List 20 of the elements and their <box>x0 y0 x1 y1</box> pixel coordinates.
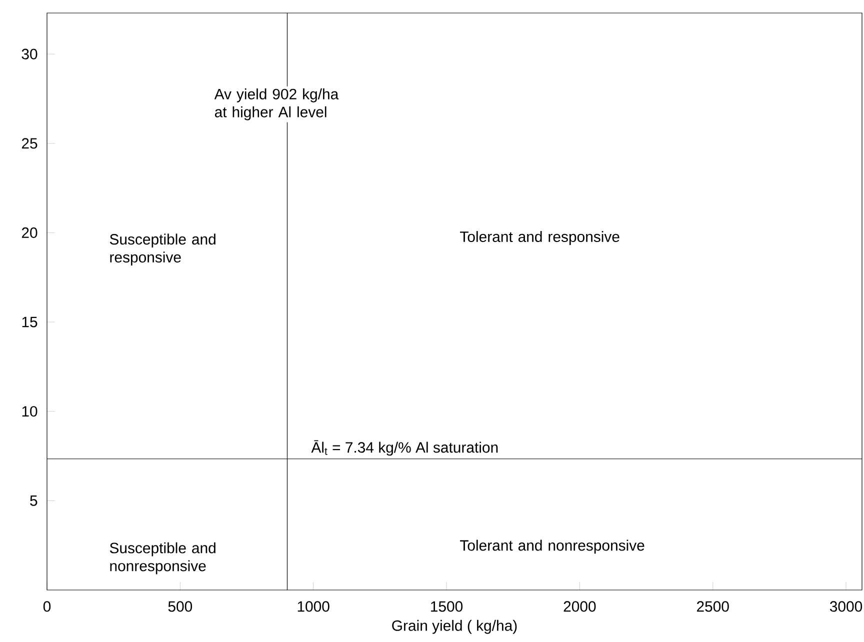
y-tick-label: 5 <box>30 495 38 506</box>
y-tick-label: 10 <box>22 406 38 417</box>
x-tick-label: 1000 <box>298 601 330 612</box>
annotation: Tolerant and nonresponsive <box>460 540 644 554</box>
x-tick-label: 2500 <box>696 601 729 612</box>
x-tick-label: 1500 <box>431 601 463 612</box>
x-tick-label: 3000 <box>830 601 862 612</box>
ref-line-label: Av yield 902 kg/ha at higher Al level <box>214 88 339 120</box>
x-tick-label: 500 <box>168 601 192 612</box>
y-tick-label: 15 <box>22 316 38 328</box>
ref-line-label: Āl$_{t}$ = 7.34 kg/% Al saturation <box>311 440 498 456</box>
x-tick-label: 0 <box>43 601 51 612</box>
x-tick-label: 2000 <box>564 601 596 612</box>
y-tick-label: 30 <box>22 48 38 60</box>
y-tick-label: 25 <box>22 138 38 149</box>
y-tick-label: 20 <box>22 227 38 238</box>
x-axis-title: Grain yield ( kg/ha) <box>392 620 517 634</box>
annotation: Tolerant and responsive <box>460 231 620 245</box>
annotation: Susceptible and responsive <box>110 234 216 266</box>
annotation: Susceptible and nonresponsive <box>110 542 216 574</box>
